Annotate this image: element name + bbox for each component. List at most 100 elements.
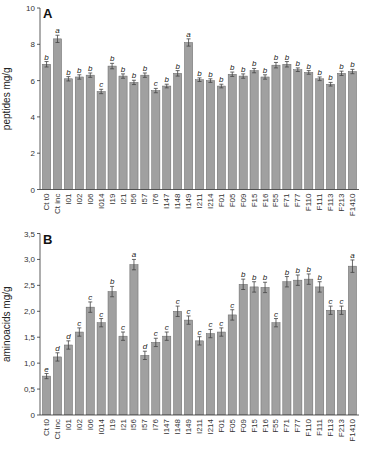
error-line <box>144 351 145 359</box>
y-tick-label: 1,0 <box>24 359 36 368</box>
x-tick-label: F71 <box>282 418 291 432</box>
y-tick-label: 2,0 <box>24 307 36 316</box>
bar <box>152 342 160 415</box>
letter: b <box>317 273 322 282</box>
error-cap <box>208 337 212 338</box>
error-cap <box>219 87 223 88</box>
error-cap <box>198 344 202 345</box>
panel: eddcccbcadccccccccbbbcbbbbcca00,51,01,52… <box>1 230 359 442</box>
error-line <box>68 341 69 349</box>
bar <box>64 345 72 415</box>
error-bar <box>77 75 81 79</box>
x-tick-label: F15 <box>250 418 259 432</box>
letter: b <box>328 73 333 82</box>
error-bar <box>329 82 333 86</box>
letter: b <box>241 65 246 74</box>
bar <box>217 332 225 415</box>
error-bar <box>208 329 212 337</box>
x-tick-label: F16 <box>261 418 270 432</box>
x-tick-label: I06 <box>86 418 95 430</box>
letter: b <box>44 53 49 62</box>
letter: b <box>307 265 312 274</box>
letter: d <box>55 344 60 353</box>
bar <box>250 71 258 190</box>
bar <box>75 332 83 415</box>
error-cap <box>187 46 191 47</box>
bar <box>174 311 182 415</box>
letter: b <box>296 59 301 68</box>
error-cap <box>176 316 180 317</box>
error-line <box>330 82 331 86</box>
x-tick-label: I147 <box>162 418 171 434</box>
letter: a <box>132 250 137 259</box>
error-line <box>144 73 145 77</box>
error-bar <box>198 78 202 82</box>
error-line <box>275 319 276 327</box>
y-axis <box>40 8 41 190</box>
error-cap <box>296 285 300 286</box>
letter: b <box>350 60 355 69</box>
error-bar <box>296 68 300 72</box>
x-tick-label: I01 <box>64 418 73 430</box>
error-bar <box>55 353 59 361</box>
error-cap <box>329 314 333 315</box>
error-bar <box>110 63 114 68</box>
error-line <box>112 63 113 68</box>
error-line <box>79 328 80 336</box>
bar <box>184 320 192 415</box>
error-bar <box>99 319 103 327</box>
error-line <box>286 277 287 287</box>
bar <box>337 310 345 415</box>
x-tick-label: F111 <box>315 418 324 436</box>
letter: b <box>121 65 126 74</box>
error-cap <box>285 286 289 287</box>
x-axis <box>40 415 359 416</box>
error-bar <box>198 337 202 345</box>
error-bar <box>340 306 344 314</box>
x-tick-label: I214 <box>206 193 215 209</box>
letter: c <box>198 328 202 337</box>
error-bar <box>176 71 180 76</box>
x-tick-label: F09 <box>239 418 248 432</box>
error-cap <box>55 361 59 362</box>
error-line <box>319 282 320 292</box>
error-bar <box>110 286 114 296</box>
bar <box>119 76 127 189</box>
error-bar <box>307 274 311 284</box>
bar <box>195 80 203 190</box>
letter: b <box>175 62 180 71</box>
x-tick-label: I57 <box>140 418 149 430</box>
x-tick-label: Ct t0 <box>42 193 51 210</box>
x-tick-label: F01 <box>217 418 226 432</box>
x-tick-label: I56 <box>129 418 138 430</box>
error-cap <box>121 78 125 79</box>
x-tick-label: I02 <box>75 193 84 205</box>
error-cap <box>307 74 311 75</box>
letter: a <box>350 251 355 260</box>
bar <box>294 280 302 415</box>
bar <box>305 72 313 189</box>
bar <box>272 65 280 189</box>
letter: b <box>132 71 137 80</box>
x-tick-label: I01 <box>64 193 73 205</box>
error-bar <box>274 319 278 327</box>
error-bar <box>241 74 245 78</box>
bar <box>261 287 269 415</box>
x-tick-label: F55 <box>271 193 280 207</box>
bar <box>141 355 149 415</box>
x-tick-label: Ct t0 <box>42 418 51 435</box>
bar <box>316 287 324 415</box>
error-line <box>199 337 200 345</box>
error-cap <box>230 76 234 77</box>
error-cap <box>219 336 223 337</box>
y-tick-label: 2 <box>31 149 36 158</box>
error-cap <box>318 80 322 81</box>
error-line <box>265 282 266 292</box>
letter: d <box>66 332 71 341</box>
bar <box>326 310 334 415</box>
y-tick <box>37 259 40 260</box>
error-bar <box>154 88 158 92</box>
letter: b <box>317 68 322 77</box>
error-bar <box>318 77 322 81</box>
bar <box>64 79 72 190</box>
